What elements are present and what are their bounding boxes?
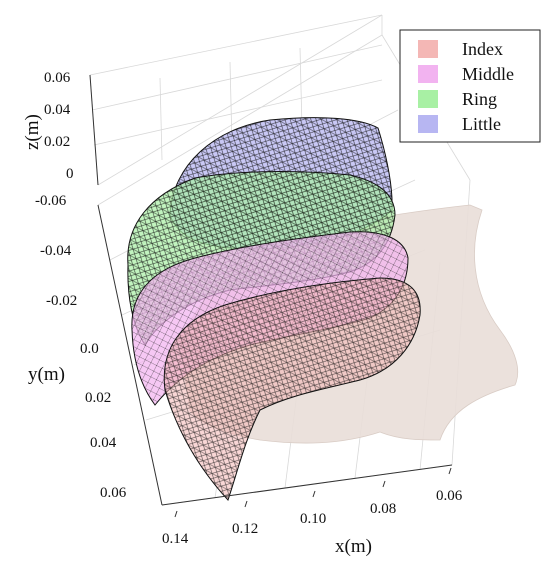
x-tick-labels: 0.14 0.12 0.10 0.08 0.06 — [162, 467, 463, 547]
legend-label-little: Little — [462, 114, 501, 134]
y-tick-label: -0.04 — [40, 243, 72, 259]
x-tick-label: 0.06 — [436, 488, 463, 504]
y-tick-label: 0.04 — [90, 435, 117, 451]
x-tick-mark — [382, 480, 386, 488]
legend-swatch-little — [418, 115, 438, 133]
x-axis-label: x(m) — [335, 536, 372, 557]
y-axis-line — [97, 204, 163, 506]
legend-swatch-ring — [418, 90, 438, 108]
grid-line — [159, 77, 163, 161]
x-tick-label: 0.08 — [370, 501, 396, 517]
y-tick-label: 0.06 — [100, 485, 127, 501]
x-tick-mark — [174, 510, 178, 518]
x-tick-label: 0.10 — [300, 511, 326, 527]
y-tick-label: -0.02 — [46, 293, 77, 309]
y-tick-labels: -0.06 -0.04 -0.02 0.0 0.02 0.04 0.06 — [35, 193, 127, 501]
legend-swatch-middle — [418, 65, 438, 83]
z-tick-labels: 0.06 0.04 0.02 0 — [44, 70, 74, 182]
y-tick-label: 0.0 — [80, 341, 99, 357]
grid-line — [97, 34, 383, 206]
grid-line — [91, 44, 383, 111]
z-tick-label: 0 — [66, 166, 74, 182]
z-axis-label: z(m) — [22, 114, 43, 150]
legend-label-ring: Ring — [462, 89, 497, 109]
x-tick-mark — [244, 500, 248, 508]
y-tick-label: -0.06 — [35, 193, 67, 209]
legend-label-index: Index — [462, 39, 503, 59]
x-tick-mark — [448, 467, 452, 475]
y-tick-label: 0.02 — [85, 390, 111, 406]
x-tick-label: 0.12 — [232, 521, 258, 537]
x-tick-label: 0.14 — [162, 531, 189, 547]
grid-line — [89, 14, 383, 76]
legend-label-middle: Middle — [462, 64, 514, 84]
x-axis-line — [161, 464, 453, 506]
z-tick-label: 0.04 — [44, 102, 71, 118]
z-tick-label: 0.02 — [44, 134, 70, 150]
grid-line — [299, 47, 303, 129]
legend-swatch-index — [418, 40, 438, 58]
z-tick-label: 0.06 — [44, 70, 71, 86]
z-axis-line — [89, 74, 99, 186]
series-index-mesh — [163, 277, 421, 501]
x-tick-mark — [312, 490, 316, 498]
grid-line — [93, 79, 383, 146]
y-axis-label: y(m) — [28, 364, 65, 385]
legend: Index Middle Ring Little — [399, 29, 541, 143]
grid-line — [97, 14, 383, 186]
